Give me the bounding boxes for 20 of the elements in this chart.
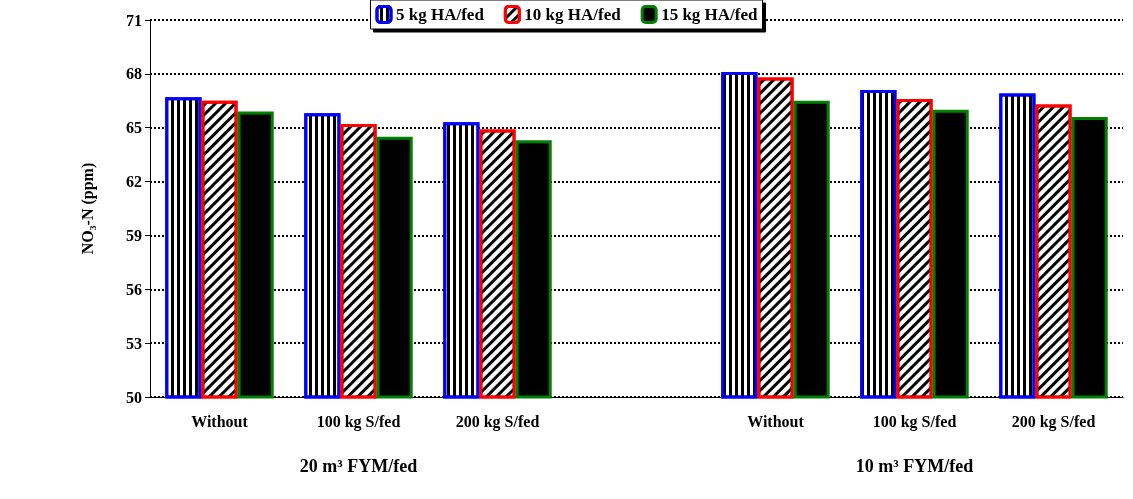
x-tick-label: 200 kg S/fed <box>1011 412 1096 431</box>
y-tick-label: 53 <box>126 334 142 352</box>
y-tick-label: 68 <box>126 65 142 83</box>
y-tick-label: 56 <box>126 280 142 298</box>
x-tick-label: 100 kg S/fed <box>316 412 401 431</box>
x-tick-label: 100 kg S/fed <box>872 412 957 431</box>
y-tick-label: 59 <box>126 226 142 244</box>
y-tick-label: 62 <box>126 173 142 191</box>
y-tick-label: 50 <box>126 388 142 406</box>
y-axis-title: NO₃-N (ppm) <box>78 162 97 255</box>
y-tick-label: 71 <box>126 11 142 29</box>
x-tick-label: 200 kg S/fed <box>455 412 540 431</box>
legend-label: 15 kg HA/fed <box>661 5 759 24</box>
text: 10 m³ FYM/fed <box>855 456 974 476</box>
y-tick-label: 65 <box>126 119 142 137</box>
x-tick-label: Without <box>191 412 249 430</box>
legend-label: 5 kg HA/fed <box>395 5 485 24</box>
x-tick-label: Without <box>747 412 805 430</box>
text: 20 m³ FYM/fed <box>299 456 418 476</box>
legend-label: 10 kg HA/fed <box>524 5 622 24</box>
